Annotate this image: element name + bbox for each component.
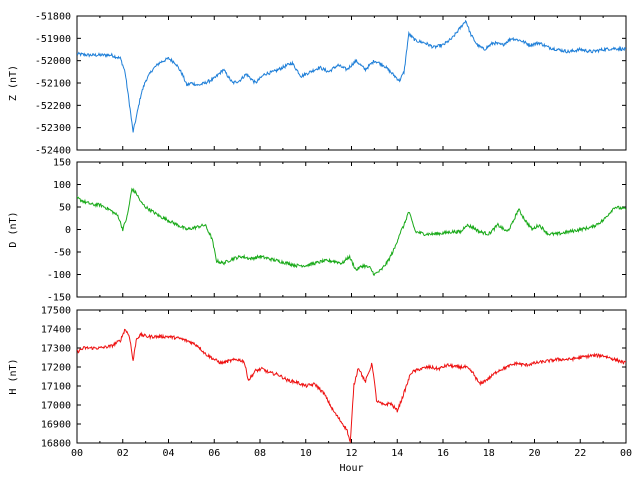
x-tick-label: 22 [574,448,586,459]
d-ytick-label: 100 [53,180,71,191]
z-panel: -52400 -52300 -52200 -52100 -52000 -51900 -518… [8,12,627,157]
h-panel: 16800 16900 17000 17100 17200 17300 17400 17500… [8,306,632,475]
z-ylabel: Z (nT) [8,65,19,101]
x-tick-label: 18 [483,448,495,459]
x-tick-label: 10 [300,448,312,459]
d-ytick-label: 50 [59,203,71,214]
z-ytick-label: -52400 [35,146,71,157]
x-axis-title: Hour [339,463,363,474]
d-ytick-label: -100 [47,270,71,281]
x-tick-label: 00 [71,448,83,459]
h-ytick-label: 17400 [41,325,71,336]
h-ytick-label: 16900 [41,420,71,431]
z-ytick-label: -52100 [35,79,71,90]
h-ytick-label: 17200 [41,363,71,374]
x-tick-label: 06 [208,448,220,459]
h-ytick-label: 17500 [41,306,71,317]
z-ytick-label: -52200 [35,101,71,112]
h-ytick-label: 17000 [41,401,71,412]
x-tick-label: 12 [345,448,357,459]
x-tick-label: 00 [620,448,632,459]
z-ytick-label: -52300 [35,123,71,134]
d-ytick-label: -50 [53,248,71,259]
d-panel: -150 -100 -50 0 50 100 150 D (nT) [8,158,627,304]
z-ytick-label: -52000 [35,56,71,67]
z-series-line [77,19,626,133]
x-tick-label: 16 [437,448,449,459]
z-ytick-label: -51900 [35,34,71,45]
h-ytick-label: 16800 [41,439,71,450]
h-ytick-label: 17300 [41,344,71,355]
d-ytick-label: -150 [47,293,71,304]
x-tick-label: 20 [528,448,540,459]
z-plot-frame [76,15,627,151]
d-ylabel: D (nT) [8,211,19,247]
x-tick-label: 04 [162,448,174,459]
h-series-line [77,328,626,443]
h-ytick-label: 17100 [41,382,71,393]
d-series-line [77,187,626,277]
d-ytick-label: 0 [65,225,71,236]
x-tick-label: 02 [117,448,129,459]
z-ytick-label: -51800 [35,12,71,23]
x-tick-label: 14 [391,448,403,459]
d-ytick-label: 150 [53,158,71,169]
x-tick-label: 08 [254,448,266,459]
h-ylabel: H (nT) [8,358,19,394]
